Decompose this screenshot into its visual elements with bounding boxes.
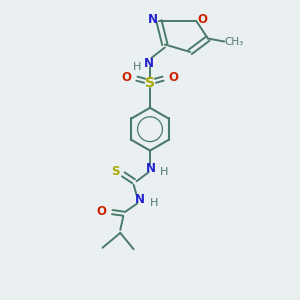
Text: N: N	[147, 13, 158, 26]
Text: S: S	[111, 165, 119, 178]
Text: N: N	[146, 162, 156, 175]
Text: S: S	[145, 76, 155, 90]
Text: H: H	[150, 199, 158, 208]
Text: N: N	[143, 57, 154, 70]
Text: O: O	[198, 13, 208, 26]
Text: CH₃: CH₃	[224, 37, 243, 46]
Text: N: N	[135, 193, 145, 206]
Text: O: O	[121, 71, 131, 84]
Text: O: O	[97, 205, 107, 218]
Text: H: H	[132, 62, 141, 72]
Text: H: H	[160, 167, 169, 177]
Text: O: O	[169, 71, 179, 84]
